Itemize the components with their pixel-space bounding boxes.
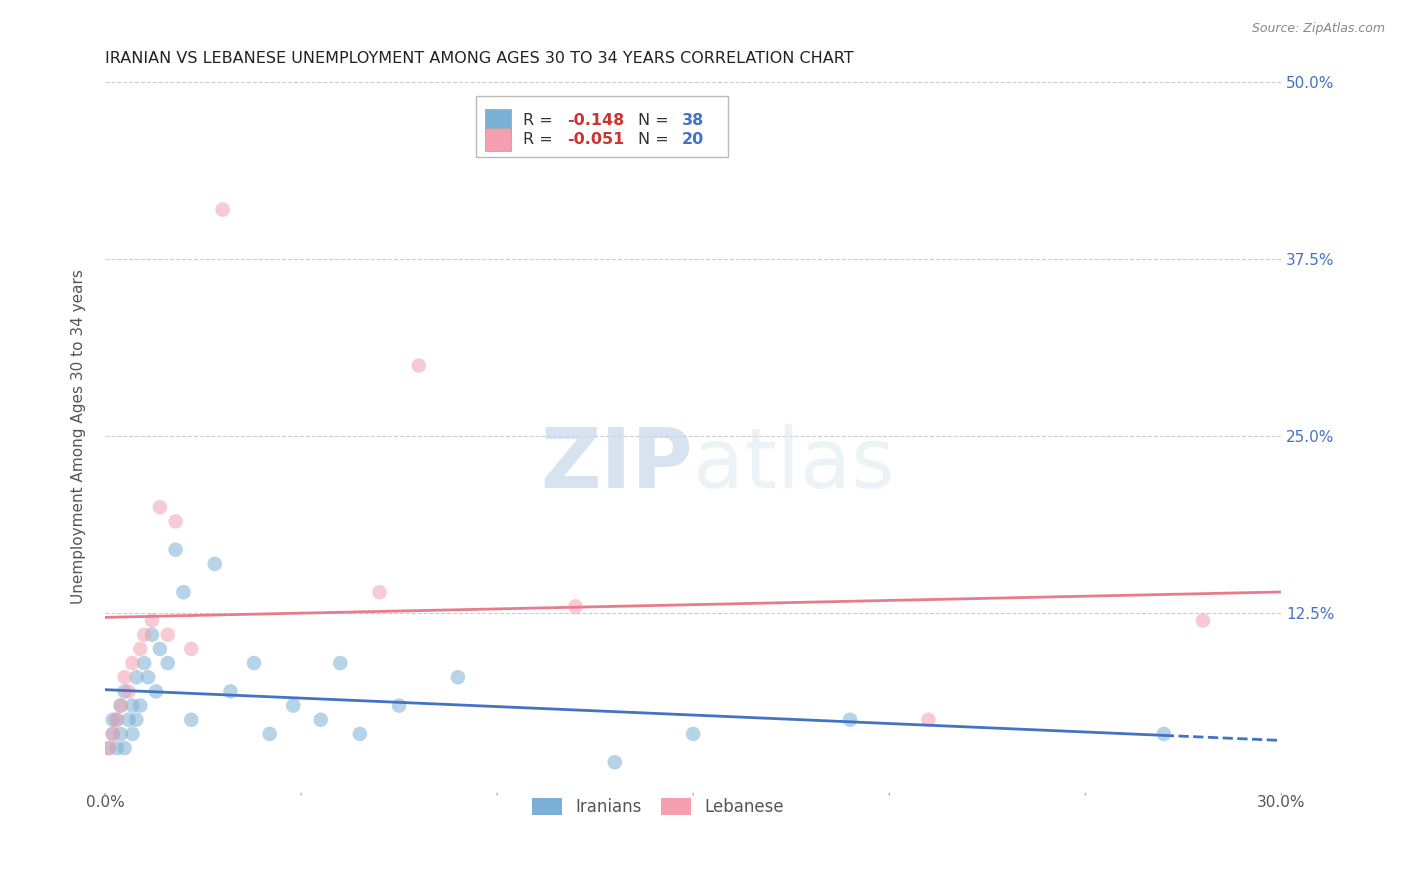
Point (97, 741, 120, 756)
Point (243, 656, 266, 670)
Text: -0.051: -0.051 (567, 132, 624, 147)
Point (564, 599, 586, 614)
Point (110, 698, 132, 713)
Point (839, 713, 862, 727)
Point (165, 542, 187, 557)
Point (180, 641, 202, 656)
Text: N =: N = (638, 113, 673, 128)
FancyBboxPatch shape (485, 128, 510, 152)
Legend: Iranians, Lebanese: Iranians, Lebanese (523, 790, 793, 825)
Point (204, 557, 226, 571)
Point (1153, 727, 1175, 741)
Point (105, 741, 128, 756)
Point (156, 628, 179, 642)
Point (917, 713, 939, 727)
Point (149, 641, 172, 656)
Point (114, 670, 136, 684)
Point (219, 684, 242, 698)
Point (211, 202, 233, 217)
Point (408, 359, 430, 373)
Point (101, 713, 124, 727)
Point (180, 713, 202, 727)
Text: IRANIAN VS LEBANESE UNEMPLOYMENT AMONG AGES 30 TO 34 YEARS CORRELATION CHART: IRANIAN VS LEBANESE UNEMPLOYMENT AMONG A… (105, 51, 853, 66)
Point (101, 727, 124, 741)
Point (105, 713, 128, 727)
Point (349, 727, 371, 741)
Point (97, 741, 120, 756)
Point (134, 656, 156, 670)
Point (259, 727, 281, 741)
Y-axis label: Unemployment Among Ages 30 to 34 years: Unemployment Among Ages 30 to 34 years (72, 268, 86, 604)
Point (121, 727, 143, 741)
Point (125, 670, 148, 684)
Point (134, 628, 156, 642)
Point (105, 713, 128, 727)
Point (141, 614, 163, 628)
Point (388, 698, 411, 713)
Point (603, 756, 626, 770)
Text: N =: N = (638, 132, 673, 147)
Text: 38: 38 (682, 113, 703, 128)
Point (121, 698, 143, 713)
Text: R =: R = (523, 132, 558, 147)
Point (172, 585, 194, 599)
Point (110, 698, 132, 713)
Text: atlas: atlas (693, 425, 896, 505)
Point (117, 684, 139, 698)
Point (309, 713, 332, 727)
Point (682, 727, 704, 741)
Point (141, 628, 163, 642)
Text: Source: ZipAtlas.com: Source: ZipAtlas.com (1251, 22, 1385, 36)
Point (125, 713, 148, 727)
Point (1192, 614, 1215, 628)
Point (117, 713, 139, 727)
Point (165, 515, 187, 529)
Point (129, 641, 152, 656)
Text: 20: 20 (682, 132, 703, 147)
Point (368, 585, 391, 599)
Point (447, 670, 470, 684)
FancyBboxPatch shape (475, 96, 728, 156)
Point (129, 698, 152, 713)
Point (110, 727, 132, 741)
Point (283, 698, 305, 713)
FancyBboxPatch shape (485, 109, 510, 132)
Text: ZIP: ZIP (541, 425, 693, 505)
Point (145, 684, 167, 698)
Point (114, 684, 136, 698)
Point (149, 500, 172, 515)
Point (329, 656, 352, 670)
Point (156, 656, 179, 670)
Text: -0.148: -0.148 (567, 113, 624, 128)
Point (114, 741, 136, 756)
Point (136, 670, 159, 684)
Point (121, 656, 143, 670)
Text: R =: R = (523, 113, 558, 128)
Point (101, 727, 124, 741)
